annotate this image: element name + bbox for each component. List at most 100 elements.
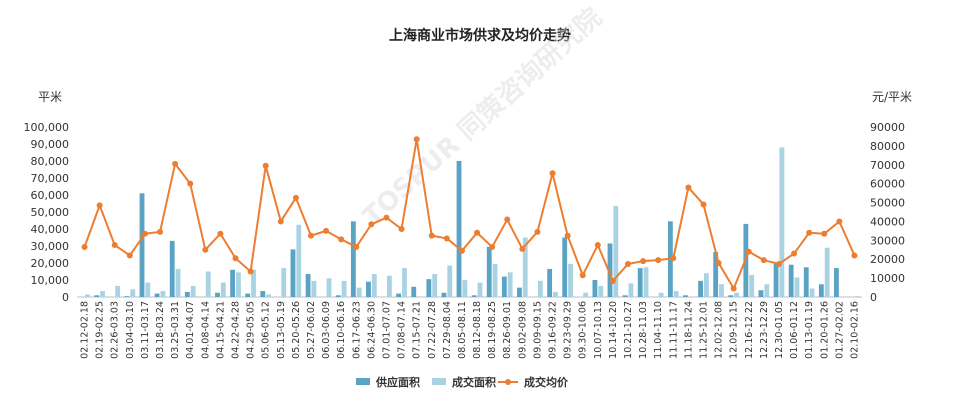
deal-bar (341, 280, 347, 297)
x-tick-label: 01.13-01.19 (804, 301, 815, 359)
deal-bar (779, 147, 785, 297)
x-tick-label: 05.27-06.02 (306, 301, 317, 359)
x-tick-label: 12.16-12.22 (744, 301, 755, 359)
x-tick-label: 04.08-04.14 (200, 301, 211, 359)
legend-label: 成交面积 (452, 375, 496, 389)
deal-bar (749, 274, 755, 297)
x-tick-label: 06.10-06.16 (336, 301, 347, 359)
x-tick-label: 10.21-10.27 (623, 301, 634, 359)
deal-bar (613, 206, 619, 297)
price-point (307, 232, 314, 239)
supply-bar (471, 295, 477, 297)
x-tick-label: 07.01-07.07 (381, 301, 392, 359)
price-point (292, 194, 299, 201)
legend: 供应面积 成交面积 成交均价 (356, 375, 569, 389)
supply-bar (215, 292, 220, 297)
x-tick-label: 03.11-03.17 (140, 301, 151, 359)
supply-bar (728, 295, 734, 297)
supply-bar (94, 295, 100, 297)
deal-bar (492, 263, 498, 297)
supply-bar (426, 279, 432, 297)
x-tick-label: 06.03-06.09 (321, 301, 332, 359)
supply-bar (456, 161, 462, 297)
price-point (715, 260, 722, 266)
supply-bar (154, 293, 160, 297)
x-tick-label: 09.23-09.29 (563, 301, 574, 359)
price-point (549, 170, 556, 177)
price-point (700, 201, 707, 208)
deal-bar (598, 285, 604, 297)
x-tick-label: 08.19-08.25 (487, 301, 498, 359)
deal-bar (281, 268, 287, 297)
price-point (443, 235, 450, 242)
price-point (791, 250, 798, 257)
x-tick-label: 12.02-12.08 (714, 301, 725, 359)
supply-bar (547, 268, 553, 297)
x-tick-label: 07.29-08.04 (442, 301, 453, 359)
price-point (760, 257, 767, 264)
right-tick-label: 90000 (870, 121, 905, 134)
price-point (836, 218, 843, 225)
right-tick-label: 10000 (870, 272, 905, 285)
deal-bar (794, 277, 800, 297)
x-tick-label: 10.14-10.20 (608, 301, 619, 359)
supply-bar (350, 221, 356, 297)
price-point (489, 243, 496, 250)
x-tick-label: 01.27-02.02 (834, 301, 845, 359)
price-point (368, 221, 375, 228)
price-point (262, 162, 269, 169)
deal-bar (703, 273, 709, 297)
price-point (670, 255, 677, 262)
deal-bar (734, 292, 740, 297)
price-point (458, 247, 465, 254)
deal-bar (296, 224, 302, 297)
supply-bar (607, 243, 613, 297)
right-tick-label: 70000 (870, 159, 905, 172)
price-point (730, 285, 737, 292)
supply-bar (411, 286, 417, 297)
supply-bar (758, 290, 764, 297)
price-point (579, 272, 586, 279)
price-point (202, 246, 209, 253)
price-point (655, 257, 662, 264)
left-tick-label: 80,000 (31, 155, 70, 168)
price-point (111, 242, 118, 249)
price-point (806, 229, 813, 236)
price-point (157, 228, 164, 235)
deal-bar (568, 263, 573, 297)
supply-bar (260, 291, 266, 297)
deal-bar (522, 237, 528, 297)
right-tick-label: 0 (870, 291, 877, 304)
deal-bar (432, 274, 438, 297)
deal-bar (477, 282, 483, 297)
price-point (187, 180, 194, 187)
deal-bar (326, 278, 332, 297)
x-tick-label: 02.19-02.25 (95, 301, 106, 359)
deal-bar (145, 282, 151, 297)
price-point (232, 255, 239, 262)
right-tick-label: 80000 (870, 140, 905, 153)
supply-bar (818, 284, 824, 297)
deal-bar (673, 291, 679, 297)
supply-bar (184, 291, 190, 297)
price-point (594, 242, 601, 249)
left-tick-label: 90,000 (31, 138, 70, 151)
deal-bar (462, 280, 468, 297)
left-axis-unit: 平米 (38, 90, 62, 104)
price-point (413, 136, 420, 143)
x-tick-label: 04.15-04.21 (215, 301, 226, 359)
deal-bar (266, 294, 272, 297)
supply-bar (637, 268, 643, 297)
deal-bar (719, 284, 724, 297)
x-tick-label: 04.01-04.07 (185, 301, 196, 359)
deal-bar (85, 294, 90, 297)
x-tick-label: 12.30-01.05 (774, 301, 785, 359)
deal-bar (220, 282, 226, 297)
deal-bar (190, 285, 196, 297)
left-tick-label: 50,000 (31, 206, 70, 219)
x-tick-label: 07.08-07.14 (397, 301, 408, 359)
x-tick-label: 11.18-11.24 (683, 301, 694, 359)
deal-bar (175, 268, 181, 297)
supply-bar (562, 237, 568, 297)
x-tick-label: 05.06-05.12 (261, 301, 272, 359)
